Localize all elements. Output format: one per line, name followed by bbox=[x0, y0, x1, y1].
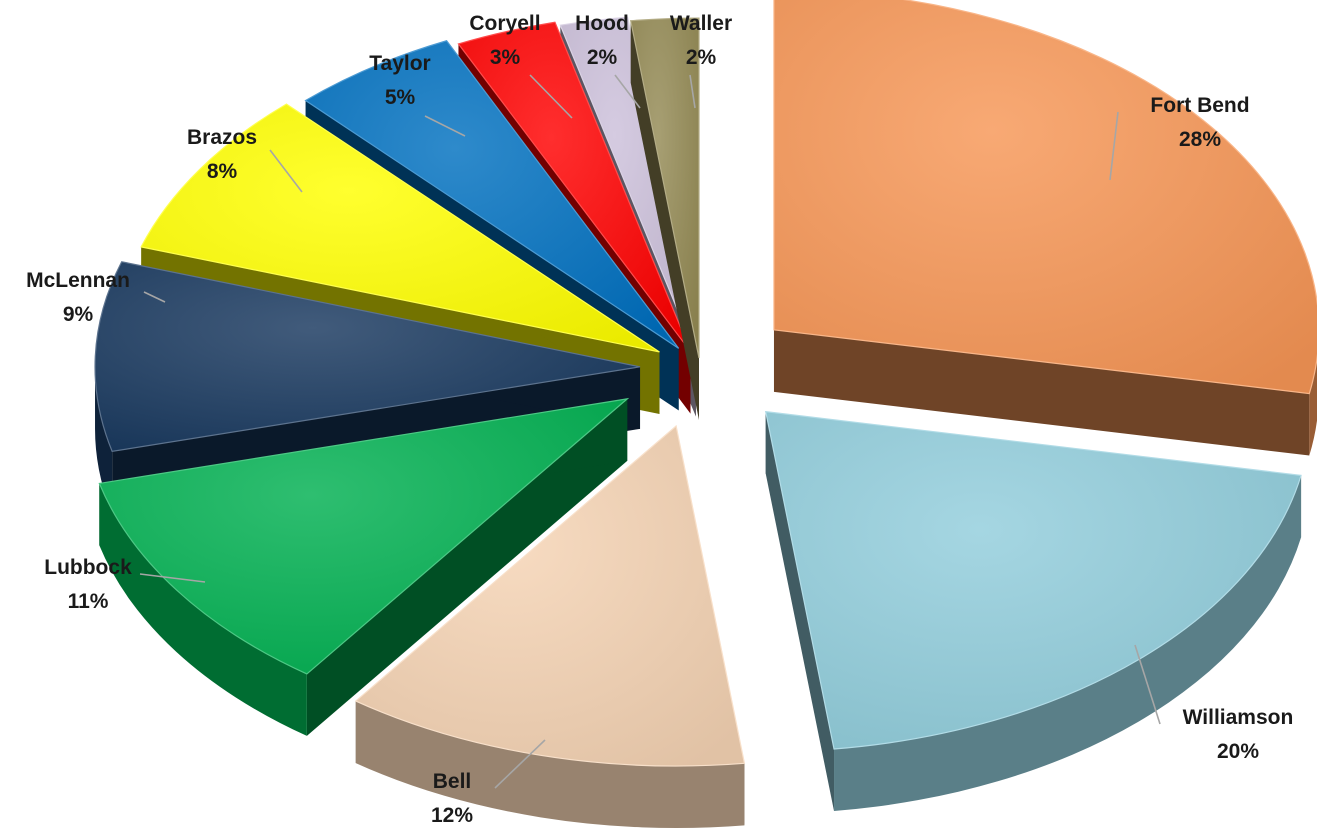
leader-line-hood bbox=[614, 74, 641, 109]
slice-side-wall bbox=[306, 398, 628, 736]
pie-slice-bell bbox=[354, 424, 746, 829]
data-label-coryell: Coryell bbox=[469, 12, 540, 35]
leader-line-coryell bbox=[529, 74, 573, 119]
data-label-pct-brazos: 8% bbox=[207, 160, 238, 183]
data-label-pct-hood: 2% bbox=[587, 46, 618, 69]
slice-outer-wall bbox=[99, 483, 307, 736]
data-label-waller: Waller bbox=[670, 12, 732, 35]
slice-outer-wall bbox=[1309, 358, 1317, 456]
data-label-pct-waller: 2% bbox=[686, 46, 717, 69]
slice-top bbox=[773, 0, 1317, 395]
leader-line-waller bbox=[689, 74, 696, 109]
slice-top bbox=[457, 21, 692, 352]
data-label-fort-bend: Fort Bend bbox=[1150, 94, 1249, 117]
data-label-pct-coryell: 3% bbox=[490, 46, 521, 69]
data-label-mclennan: McLennan bbox=[26, 269, 130, 292]
slice-outer-wall bbox=[834, 475, 1302, 811]
slice-top bbox=[764, 410, 1302, 750]
data-label-pct-williamson: 20% bbox=[1217, 740, 1259, 763]
pie-slice-williamson bbox=[764, 410, 1302, 811]
leader-line-williamson bbox=[1134, 644, 1161, 725]
leader-line-lubbock bbox=[139, 573, 206, 583]
slice-side-wall bbox=[773, 329, 1310, 456]
slice-top bbox=[94, 261, 641, 453]
data-label-brazos: Brazos bbox=[187, 126, 257, 149]
data-label-bell: Bell bbox=[433, 770, 472, 793]
data-label-pct-taylor: 5% bbox=[385, 86, 416, 109]
slice-side-wall bbox=[765, 411, 835, 811]
leader-line-brazos bbox=[269, 149, 303, 193]
slice-side-wall bbox=[630, 20, 699, 421]
leader-line-fort-bend bbox=[1109, 111, 1119, 181]
data-label-pct-lubbock: 11% bbox=[68, 590, 109, 613]
slice-top bbox=[140, 103, 660, 353]
data-label-hood: Hood bbox=[575, 12, 629, 35]
pie-slice-fort-bend bbox=[773, 0, 1317, 456]
data-label-pct-mclennan: 9% bbox=[63, 303, 94, 326]
pie-slice-waller bbox=[629, 17, 700, 421]
data-label-pct-bell: 12% bbox=[431, 804, 473, 827]
slice-top bbox=[559, 16, 697, 355]
slice-top bbox=[304, 40, 680, 349]
slice-top bbox=[629, 17, 700, 359]
slice-top bbox=[98, 397, 630, 675]
slice-outer-wall bbox=[95, 366, 113, 514]
slice-top bbox=[354, 424, 746, 767]
data-label-lubbock: Lubbock bbox=[44, 556, 132, 579]
pie-slice-lubbock bbox=[98, 397, 630, 736]
data-label-williamson: Williamson bbox=[1183, 706, 1294, 729]
slice-outer-wall bbox=[355, 701, 745, 829]
leader-line-bell bbox=[494, 739, 546, 789]
leader-line-mclennan bbox=[143, 291, 166, 303]
data-label-taylor: Taylor bbox=[369, 52, 430, 75]
data-label-pct-fort-bend: 28% bbox=[1179, 128, 1221, 151]
leader-line-taylor bbox=[424, 115, 466, 137]
